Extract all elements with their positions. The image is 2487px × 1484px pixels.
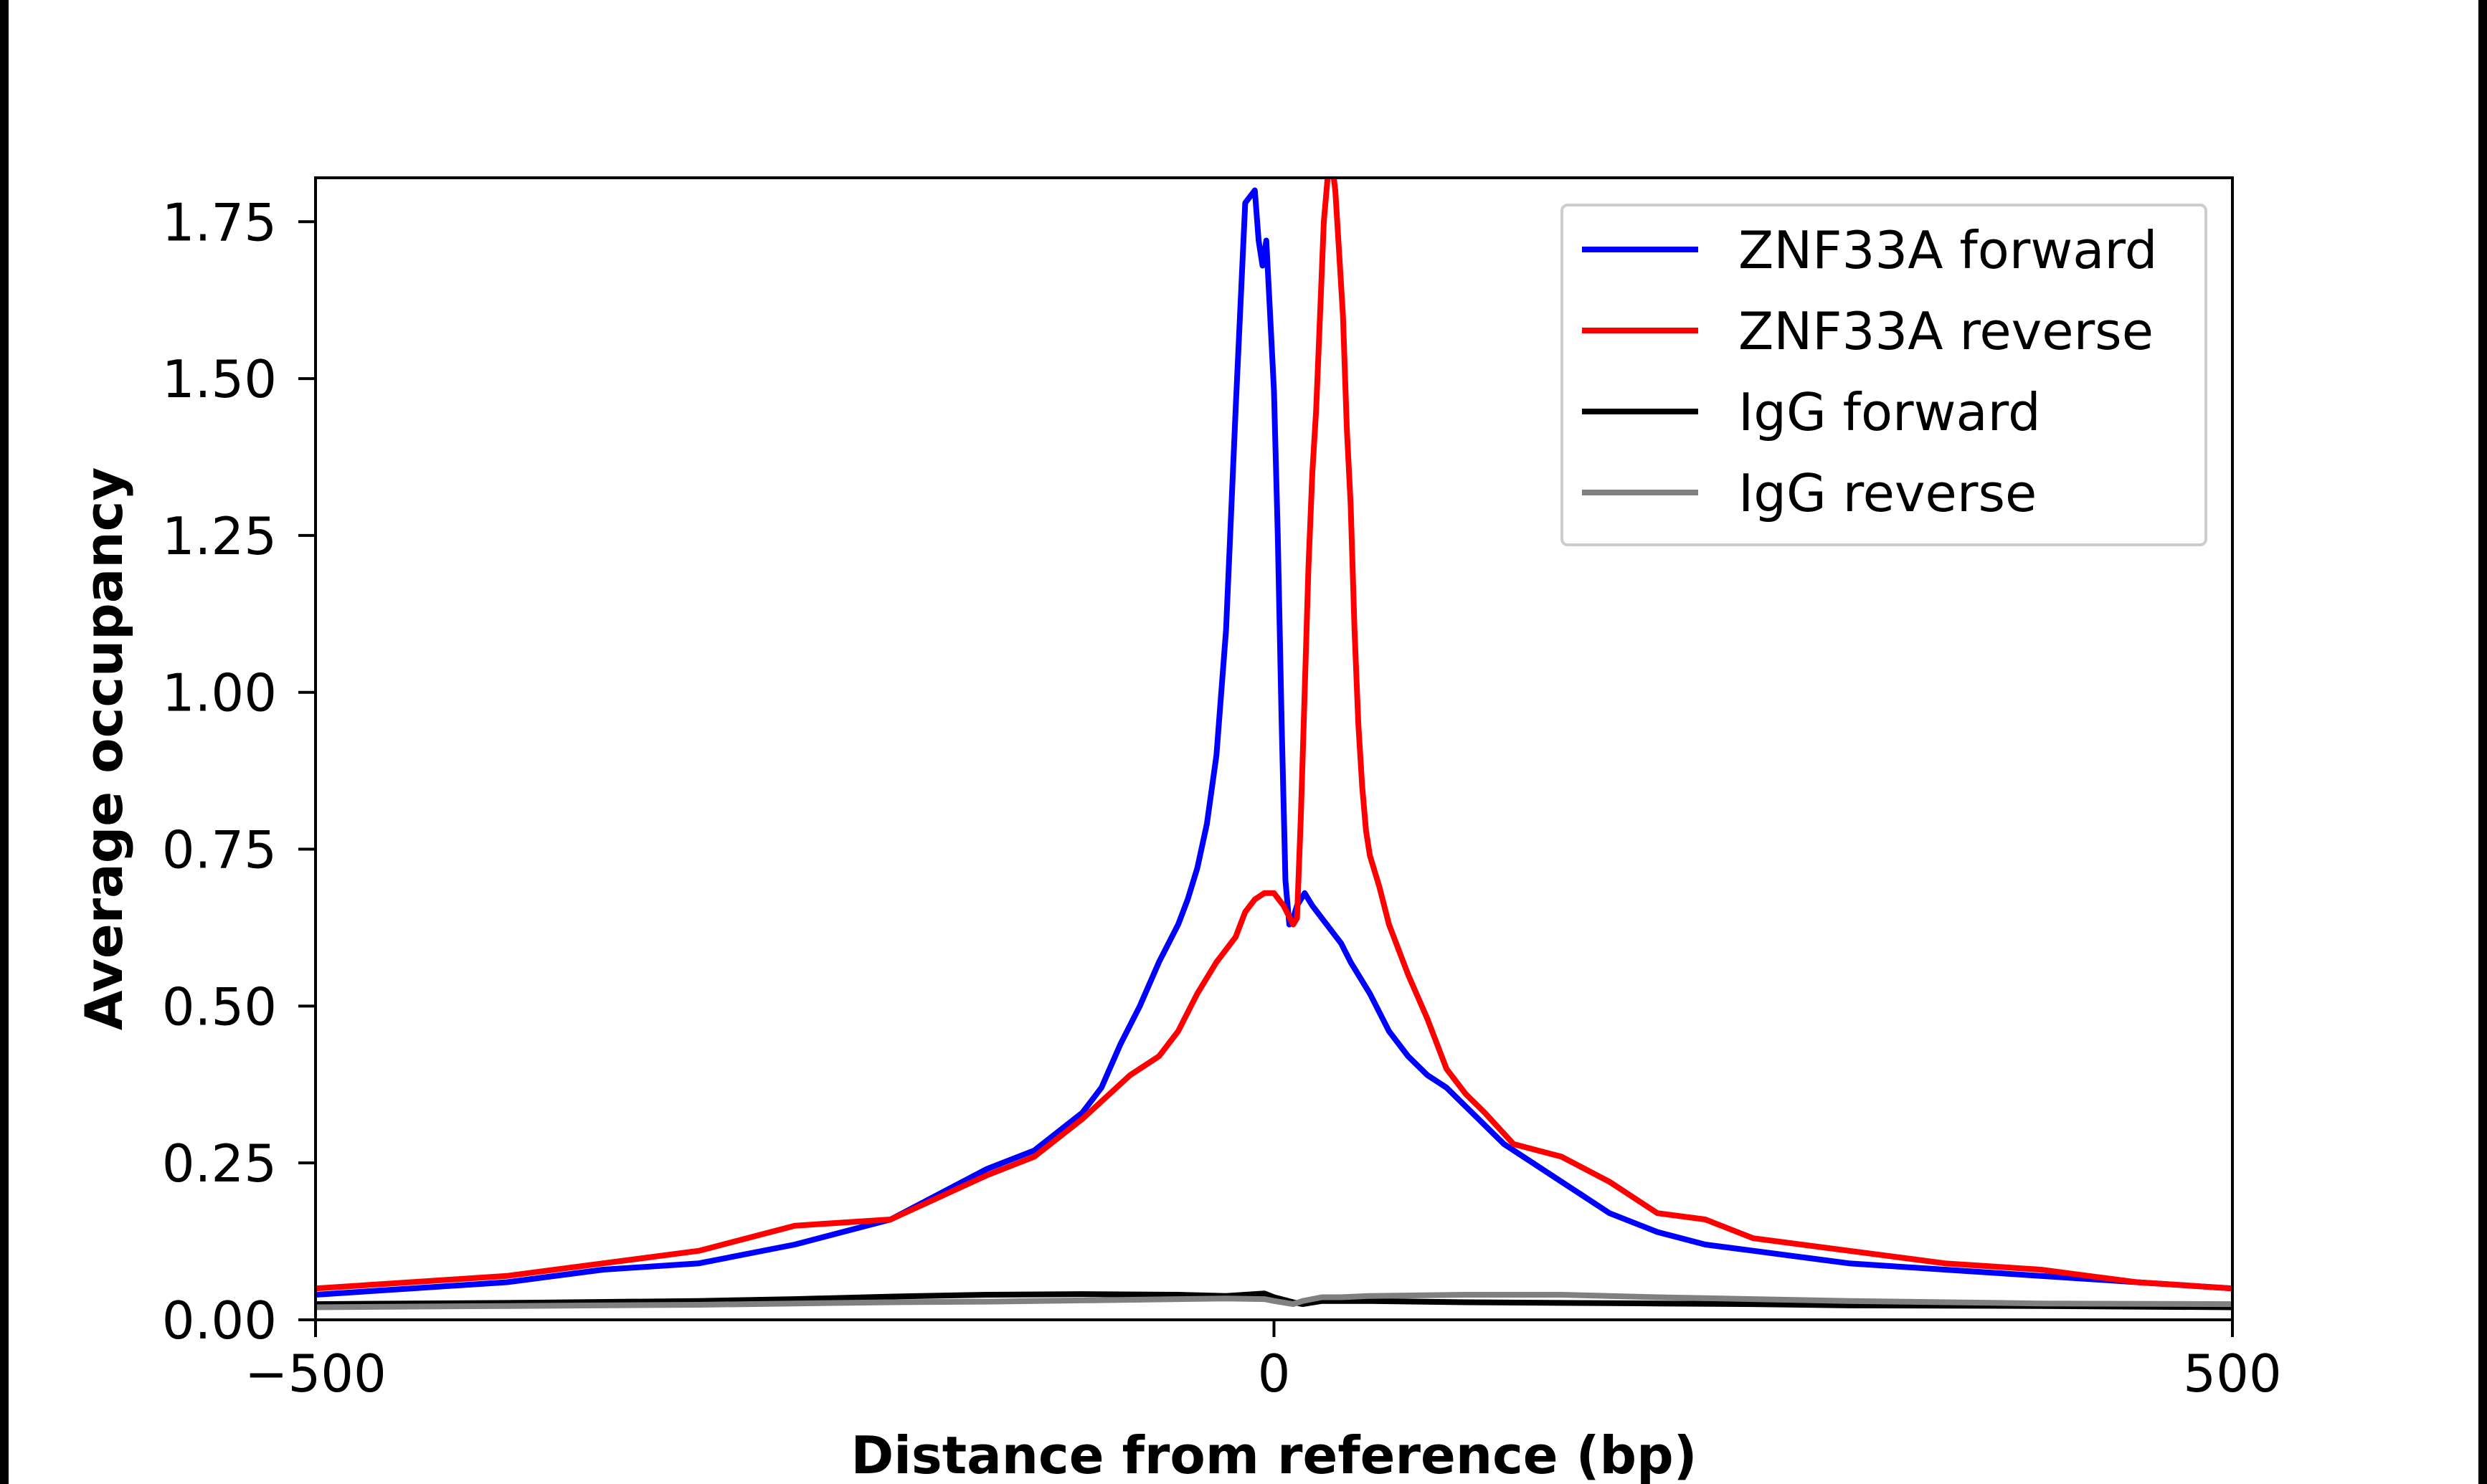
y-tick-label: 0.75 — [162, 820, 277, 880]
x-axis-title: Distance from reference (bp) — [851, 1425, 1697, 1484]
page-edge-right — [2478, 0, 2487, 1484]
legend: ZNF33A forward ZNF33A reverse IgG forward I… — [1560, 204, 2207, 546]
legend-items: ZNF33A forward ZNF33A reverse IgG forward I… — [1582, 220, 2157, 523]
series-line-1 — [316, 178, 2232, 1292]
y-tick-label: 0.50 — [162, 976, 277, 1037]
legend-label: IgG reverse — [1738, 463, 2037, 523]
y-tick-label: 1.75 — [162, 192, 277, 252]
axis-ticks: −500 0 500 0.00 0.25 0.50 0.75 1.00 1.25 1.50 1.75 — [162, 192, 2282, 1404]
legend-label: IgG forward — [1738, 382, 2041, 442]
x-tick-label: 500 — [2183, 1343, 2281, 1404]
y-axis-title: Average occupancy — [74, 467, 134, 1031]
series-layer — [316, 178, 2232, 1311]
legend-box — [1560, 204, 2207, 546]
y-tick-label: 1.00 — [162, 663, 277, 723]
y-tick-label: 0.00 — [162, 1290, 277, 1351]
series-line-0 — [316, 187, 2232, 1298]
page-edge-left — [0, 0, 9, 1484]
x-tick-label: 0 — [1258, 1343, 1291, 1404]
legend-label: ZNF33A forward — [1738, 220, 2157, 280]
y-tick-label: 1.25 — [162, 506, 277, 566]
y-tick-label: 1.50 — [162, 349, 277, 409]
x-tick-label: −500 — [245, 1343, 387, 1404]
y-tick-label: 0.25 — [162, 1133, 277, 1194]
legend-label: ZNF33A reverse — [1738, 301, 2154, 361]
series-line-3 — [316, 1292, 2232, 1311]
